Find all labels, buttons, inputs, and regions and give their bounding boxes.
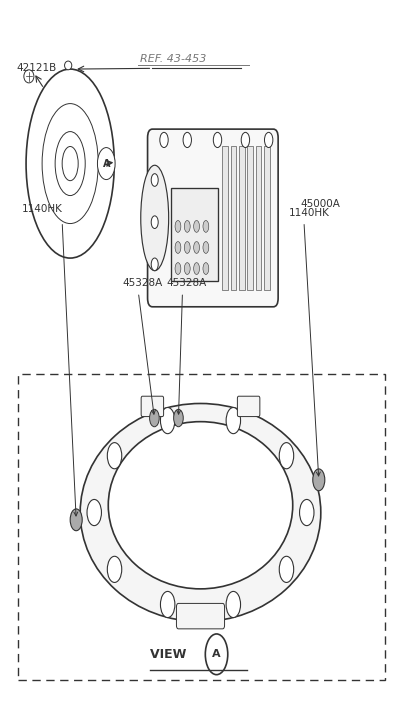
Ellipse shape: [65, 61, 72, 70]
Bar: [171, 188, 217, 281]
Text: 42121B: 42121B: [16, 63, 56, 73]
Text: 45328A: 45328A: [122, 278, 162, 289]
Circle shape: [300, 499, 314, 526]
Bar: [231, 146, 236, 289]
Circle shape: [226, 408, 241, 434]
Circle shape: [265, 132, 273, 148]
FancyBboxPatch shape: [141, 396, 164, 417]
FancyBboxPatch shape: [148, 129, 278, 307]
Circle shape: [150, 409, 159, 427]
Text: 45328A: 45328A: [166, 278, 207, 289]
FancyBboxPatch shape: [237, 396, 260, 417]
Ellipse shape: [175, 220, 181, 233]
Text: 45000A: 45000A: [301, 199, 340, 209]
Ellipse shape: [194, 241, 199, 254]
Ellipse shape: [175, 241, 181, 254]
Circle shape: [160, 132, 168, 148]
Circle shape: [107, 556, 122, 582]
Circle shape: [151, 258, 158, 270]
Ellipse shape: [184, 220, 190, 233]
Ellipse shape: [203, 220, 209, 233]
Circle shape: [151, 216, 158, 228]
Text: A: A: [103, 158, 110, 169]
Ellipse shape: [108, 422, 293, 589]
Circle shape: [160, 408, 175, 434]
Ellipse shape: [203, 241, 209, 254]
Bar: [239, 146, 245, 289]
Bar: [256, 146, 261, 289]
Text: A: A: [212, 649, 221, 659]
Circle shape: [160, 591, 175, 617]
Circle shape: [279, 443, 294, 469]
Text: 1140HK: 1140HK: [22, 204, 63, 214]
Ellipse shape: [80, 403, 321, 622]
Circle shape: [279, 556, 294, 582]
Text: REF. 43-453: REF. 43-453: [140, 54, 207, 64]
Circle shape: [183, 132, 191, 148]
Circle shape: [213, 132, 222, 148]
Ellipse shape: [175, 262, 181, 275]
Circle shape: [226, 591, 241, 617]
Ellipse shape: [203, 262, 209, 275]
Circle shape: [97, 148, 115, 180]
Circle shape: [107, 443, 122, 469]
Ellipse shape: [194, 220, 199, 233]
Ellipse shape: [194, 262, 199, 275]
Text: 1140HK: 1140HK: [289, 208, 330, 218]
Bar: [247, 146, 253, 289]
Circle shape: [241, 132, 249, 148]
Ellipse shape: [24, 70, 34, 83]
Circle shape: [87, 499, 101, 526]
Ellipse shape: [184, 241, 190, 254]
Text: VIEW: VIEW: [150, 648, 190, 661]
Circle shape: [151, 174, 158, 186]
Bar: [18, 374, 385, 680]
Bar: [222, 146, 228, 289]
Circle shape: [313, 469, 325, 491]
Circle shape: [70, 509, 82, 531]
FancyBboxPatch shape: [176, 603, 225, 629]
Circle shape: [174, 409, 183, 427]
Bar: [264, 146, 270, 289]
Ellipse shape: [141, 165, 169, 270]
Ellipse shape: [184, 262, 190, 275]
